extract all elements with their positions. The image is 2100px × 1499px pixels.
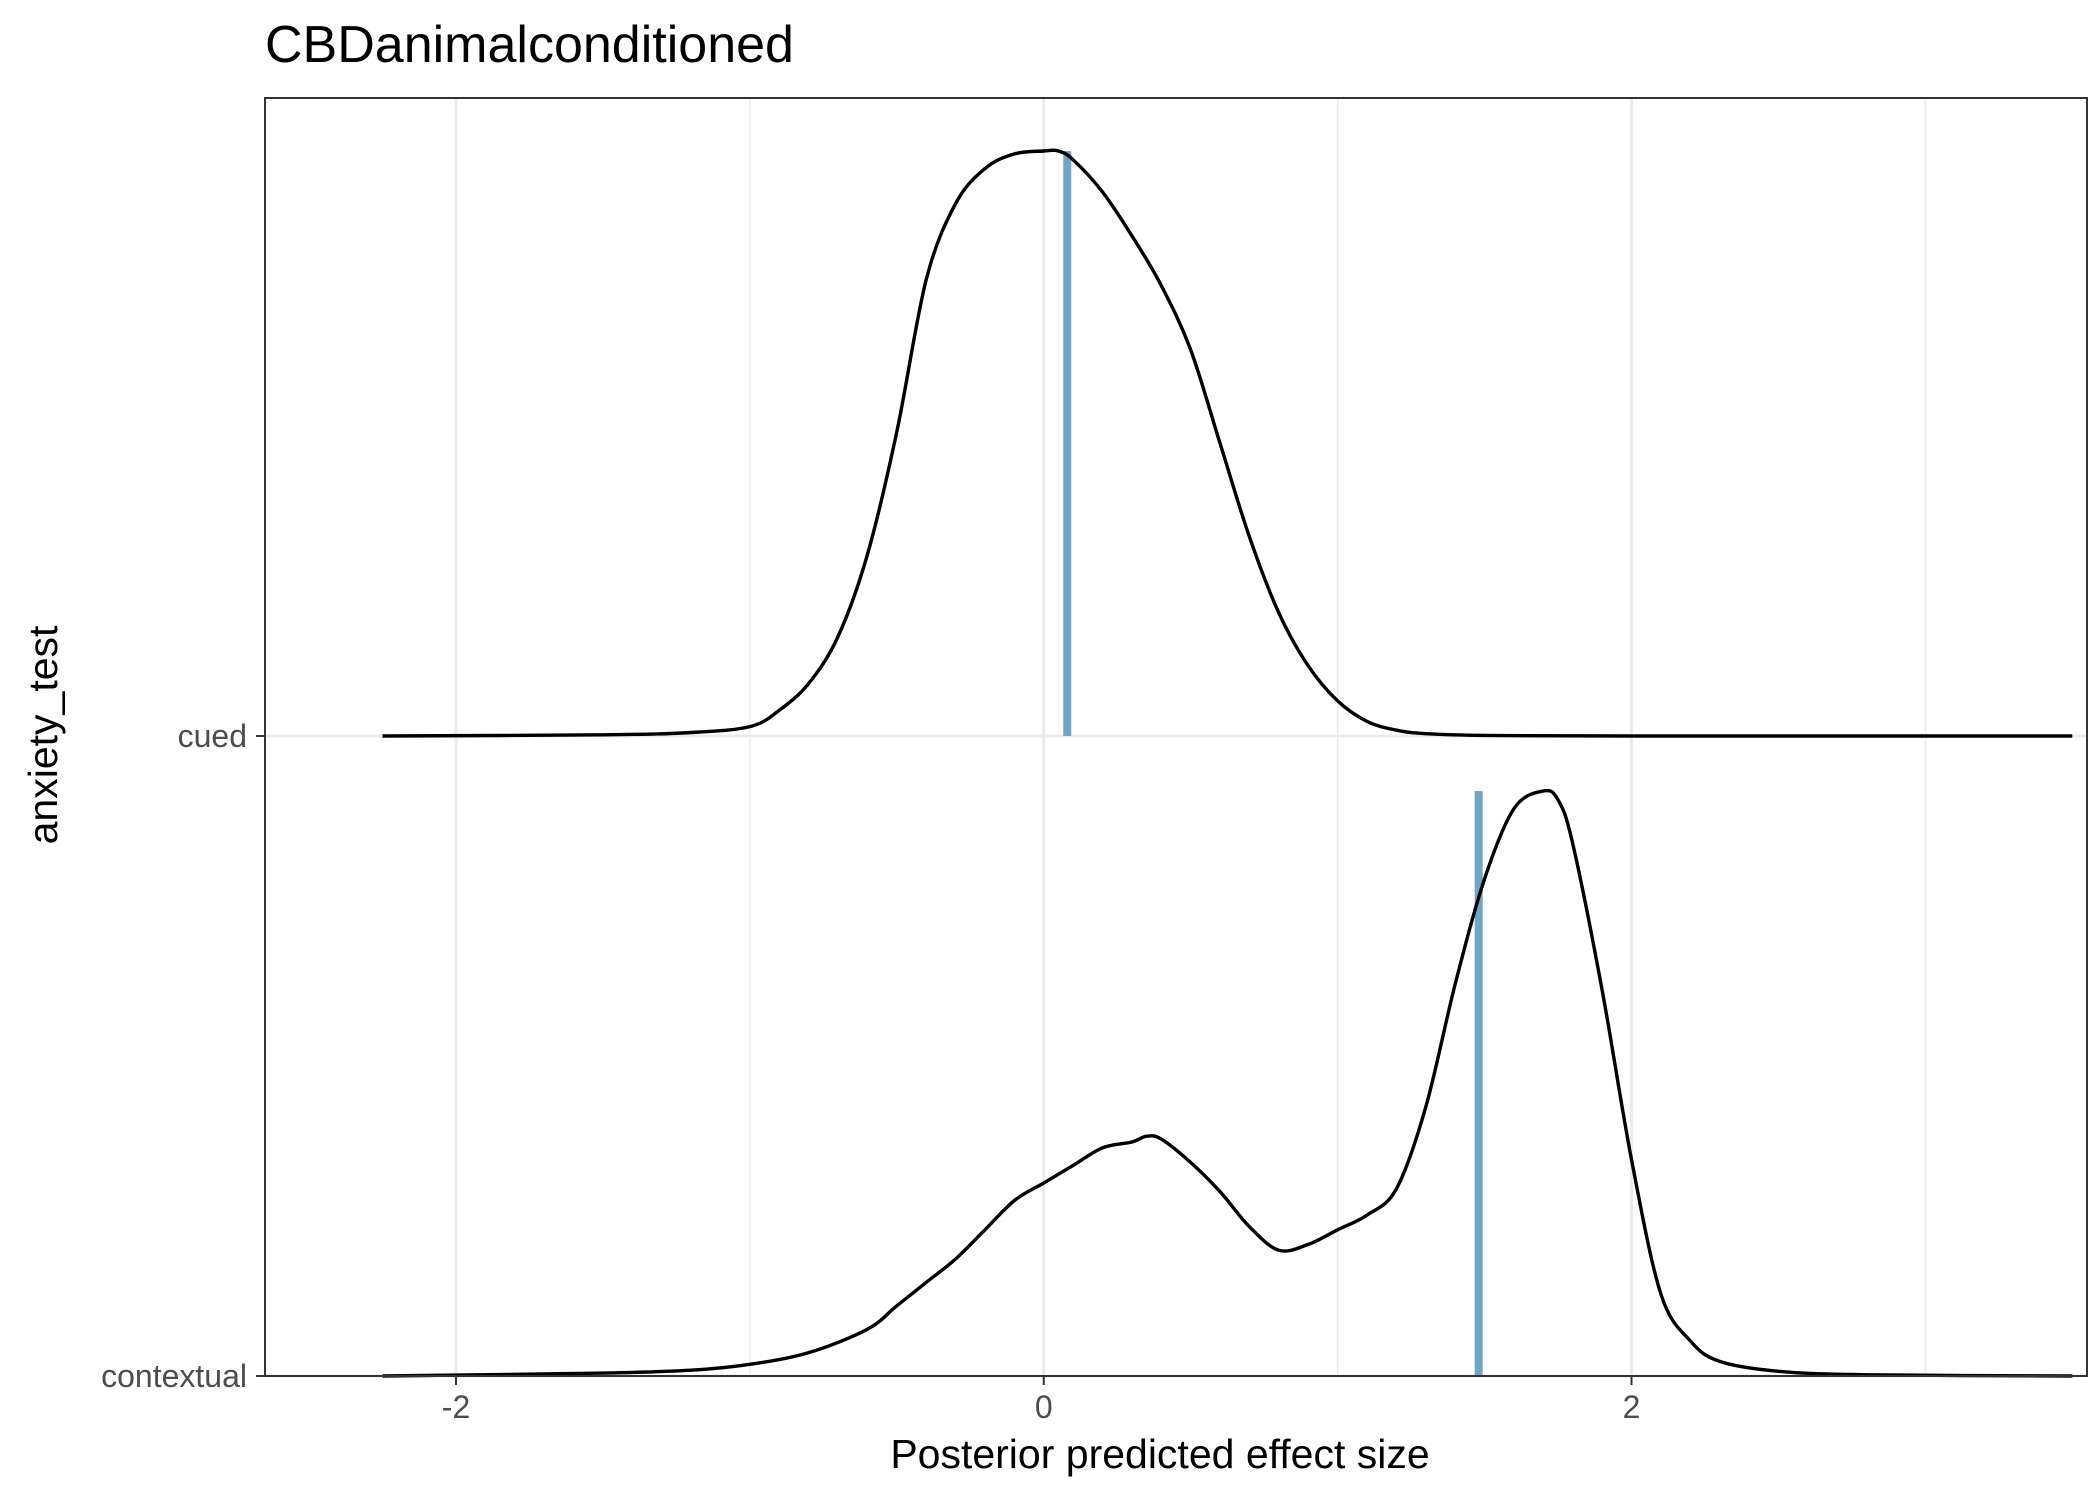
x-tick-label: 2 — [1623, 1389, 1641, 1425]
ridge-cued — [382, 148, 2073, 738]
x-tick-label: -2 — [442, 1389, 470, 1425]
x-tick-label: 0 — [1035, 1389, 1053, 1425]
y-tick-label-cued: cued — [178, 718, 247, 754]
density-ridges — [382, 148, 2073, 1378]
density-curve-contextual — [382, 788, 2073, 1378]
density-curve-cued — [382, 148, 2073, 738]
x-axis-title: Posterior predicted effect size — [890, 1431, 1429, 1477]
ridge-contextual — [382, 788, 2073, 1378]
x-axis: -2 0 2 — [442, 1376, 1641, 1425]
chart-title: CBDanimalconditioned — [265, 16, 794, 74]
y-axis: contextual cued — [101, 718, 265, 1394]
y-tick-label-contextual: contextual — [101, 1358, 247, 1394]
y-axis-title: anxiety_test — [20, 625, 66, 844]
